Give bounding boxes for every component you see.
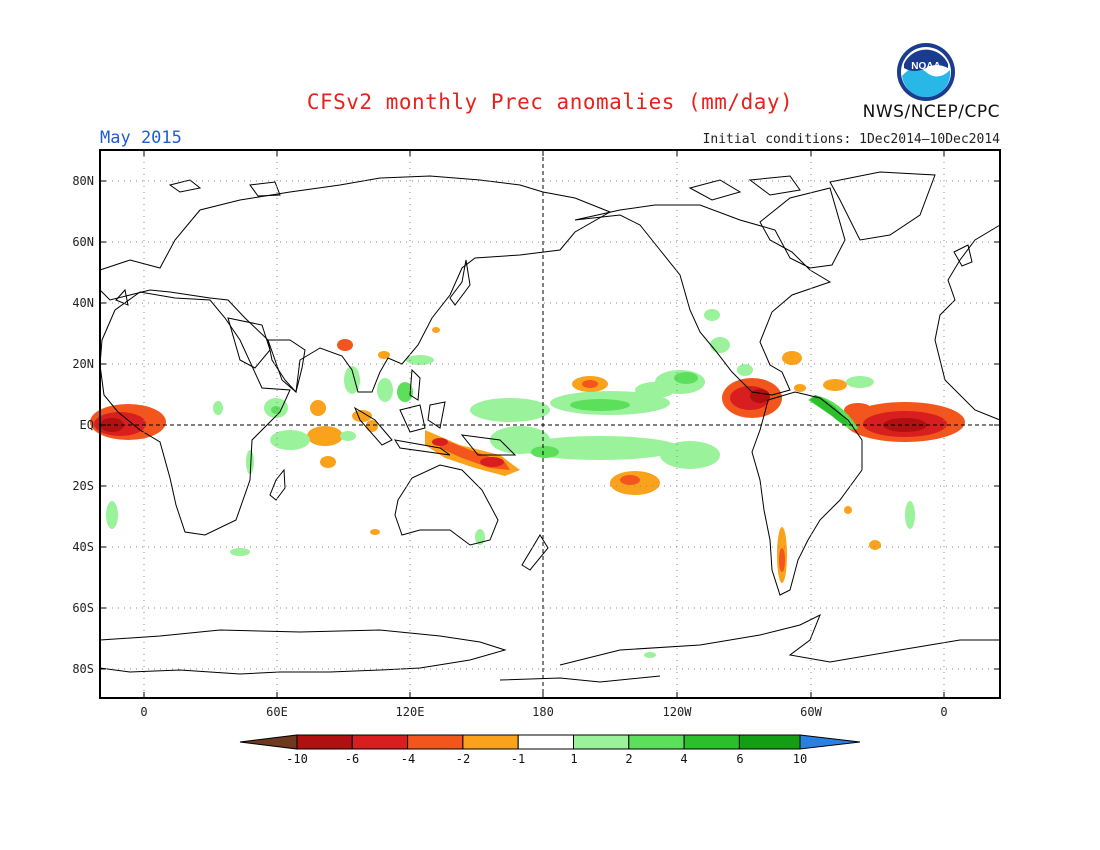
- colorbar-swatch: [351, 734, 409, 750]
- colorbar-swatch: [573, 734, 630, 750]
- lat-label: 20S: [72, 479, 94, 493]
- colorbar-swatch: [462, 734, 519, 750]
- lon-label: 180: [532, 705, 554, 719]
- map-title: CFSv2 monthly Prec anomalies (mm/day): [306, 90, 794, 114]
- initial-conditions: Initial conditions: 1Dec2014–10Dec2014: [702, 132, 1000, 147]
- colorbar-label: 1: [570, 752, 577, 766]
- colorbar-swatch: [683, 734, 740, 750]
- colorbar-label: -10: [286, 752, 308, 766]
- colorbar-swatch: [738, 734, 801, 750]
- colorbar-label: -2: [456, 752, 470, 766]
- colorbar-label: 10: [793, 752, 807, 766]
- lat-label: 40S: [72, 540, 94, 554]
- lon-label: 120E: [396, 705, 425, 719]
- colorbar-labels: -10 -6 -4 -2 -1 1 2 4 6 10: [286, 752, 807, 766]
- tick-marks: [100, 150, 1000, 698]
- lon-label: 0: [140, 705, 147, 719]
- colorbar-label: -1: [511, 752, 525, 766]
- longitude-labels: 0 60E 120E 180 120W 60W 0: [140, 705, 947, 719]
- colorbar: [239, 734, 861, 750]
- colorbar-swatch: [799, 734, 861, 750]
- graticule: [100, 150, 1000, 698]
- map-frame: [99, 149, 1001, 699]
- lon-label: 120W: [663, 705, 693, 719]
- colorbar-label: 4: [680, 752, 687, 766]
- lon-label: 0: [940, 705, 947, 719]
- forecast-month: May 2015: [100, 128, 182, 148]
- colorbar-label: -6: [345, 752, 359, 766]
- lat-label: 60N: [72, 235, 94, 249]
- lat-label: EQ: [80, 418, 94, 432]
- lon-label: 60E: [266, 705, 288, 719]
- lon-label: 60W: [800, 705, 822, 719]
- colorbar-label: 2: [625, 752, 632, 766]
- noaa-logo: NOAA: [897, 43, 955, 101]
- colorbar-label: 6: [736, 752, 743, 766]
- agency-label: NWS/NCEP/CPC: [862, 102, 1000, 122]
- colorbar-swatch: [628, 734, 685, 750]
- colorbar-swatch: [296, 734, 353, 750]
- lat-label: 80S: [72, 662, 94, 676]
- lat-label: 60S: [72, 601, 94, 615]
- reference-lines: [100, 150, 1000, 698]
- lat-label: 20N: [72, 357, 94, 371]
- logo-text: NOAA: [911, 61, 940, 72]
- lat-label: 80N: [72, 174, 94, 188]
- latitude-labels: 80N 60N 40N 20N EQ 20S 40S 60S 80S: [72, 174, 94, 676]
- colorbar-swatch: [517, 734, 575, 750]
- colorbar-swatch: [239, 734, 298, 750]
- lat-label: 40N: [72, 296, 94, 310]
- colorbar-label: -4: [401, 752, 415, 766]
- colorbar-swatch: [407, 734, 464, 750]
- anomaly-shading: [90, 309, 965, 658]
